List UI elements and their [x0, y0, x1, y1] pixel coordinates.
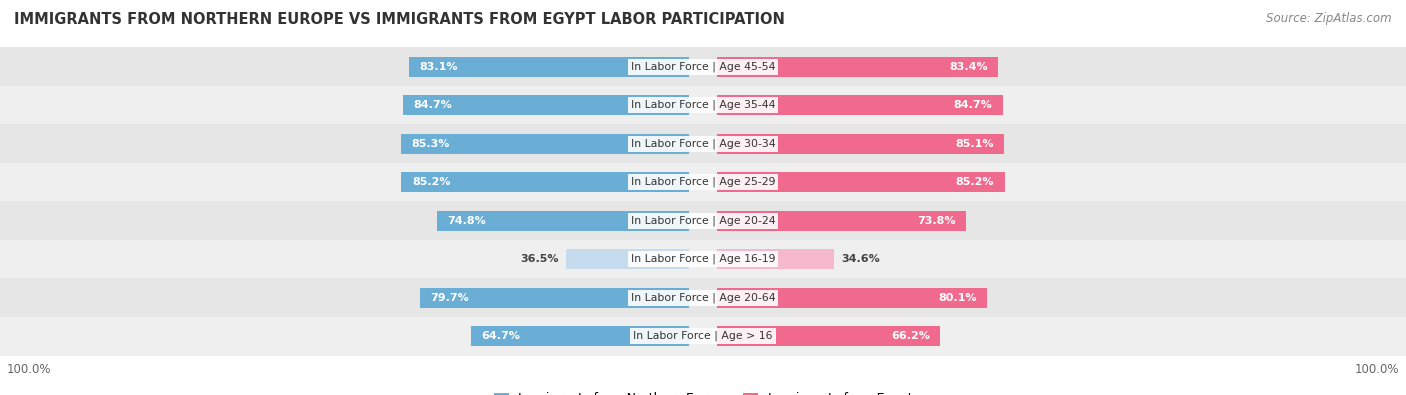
- Text: 83.1%: 83.1%: [419, 62, 457, 71]
- Text: 73.8%: 73.8%: [917, 216, 956, 226]
- Text: 100.0%: 100.0%: [1354, 363, 1399, 376]
- Text: 83.4%: 83.4%: [949, 62, 988, 71]
- Bar: [402, 172, 689, 192]
- Text: In Labor Force | Age 20-64: In Labor Force | Age 20-64: [631, 292, 775, 303]
- Legend: Immigrants from Northern Europe, Immigrants from Egypt: Immigrants from Northern Europe, Immigra…: [494, 392, 912, 395]
- Bar: [717, 56, 998, 77]
- Bar: [717, 249, 834, 269]
- Bar: [404, 95, 689, 115]
- Bar: [401, 134, 689, 154]
- Bar: [0, 317, 1406, 356]
- Bar: [717, 172, 1004, 192]
- Text: In Labor Force | Age > 16: In Labor Force | Age > 16: [633, 331, 773, 342]
- Text: 100.0%: 100.0%: [7, 363, 52, 376]
- Bar: [0, 163, 1406, 201]
- Text: 84.7%: 84.7%: [953, 100, 993, 110]
- Bar: [0, 201, 1406, 240]
- Bar: [409, 56, 689, 77]
- Bar: [717, 326, 941, 346]
- Text: 64.7%: 64.7%: [481, 331, 520, 341]
- Text: 84.7%: 84.7%: [413, 100, 453, 110]
- Bar: [0, 47, 1406, 86]
- Text: In Labor Force | Age 45-54: In Labor Force | Age 45-54: [631, 61, 775, 72]
- Text: In Labor Force | Age 16-19: In Labor Force | Age 16-19: [631, 254, 775, 265]
- Text: Source: ZipAtlas.com: Source: ZipAtlas.com: [1267, 12, 1392, 25]
- Text: In Labor Force | Age 25-29: In Labor Force | Age 25-29: [631, 177, 775, 188]
- Bar: [0, 86, 1406, 124]
- Bar: [717, 211, 966, 231]
- Text: 74.8%: 74.8%: [447, 216, 486, 226]
- Text: 66.2%: 66.2%: [891, 331, 929, 341]
- Bar: [717, 288, 987, 308]
- Bar: [0, 278, 1406, 317]
- Bar: [436, 211, 689, 231]
- Text: 85.2%: 85.2%: [412, 177, 450, 187]
- Text: In Labor Force | Age 30-34: In Labor Force | Age 30-34: [631, 138, 775, 149]
- Bar: [717, 95, 1002, 115]
- Text: 85.1%: 85.1%: [955, 139, 994, 149]
- Text: 36.5%: 36.5%: [520, 254, 558, 264]
- Text: In Labor Force | Age 20-24: In Labor Force | Age 20-24: [631, 215, 775, 226]
- Text: IMMIGRANTS FROM NORTHERN EUROPE VS IMMIGRANTS FROM EGYPT LABOR PARTICIPATION: IMMIGRANTS FROM NORTHERN EUROPE VS IMMIG…: [14, 12, 785, 27]
- Text: 34.6%: 34.6%: [841, 254, 880, 264]
- Text: 85.2%: 85.2%: [956, 177, 994, 187]
- Bar: [717, 134, 1004, 154]
- Text: In Labor Force | Age 35-44: In Labor Force | Age 35-44: [631, 100, 775, 111]
- Bar: [0, 240, 1406, 278]
- Text: 85.3%: 85.3%: [412, 139, 450, 149]
- Text: 79.7%: 79.7%: [430, 293, 470, 303]
- Bar: [565, 249, 689, 269]
- Text: 80.1%: 80.1%: [938, 293, 977, 303]
- Bar: [420, 288, 689, 308]
- Bar: [0, 124, 1406, 163]
- Bar: [471, 326, 689, 346]
